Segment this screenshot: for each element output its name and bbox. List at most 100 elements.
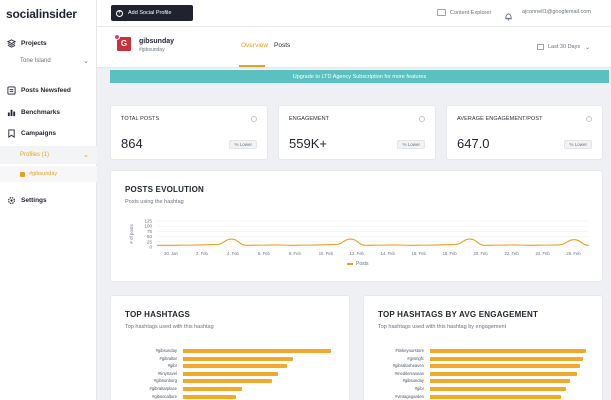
hashtag-label: #gibr — [414, 386, 424, 391]
y-tick-label: 75 — [147, 229, 153, 234]
info-icon[interactable] — [419, 116, 425, 122]
active-tab-indicator — [239, 65, 265, 67]
chevron-down-icon: ⌄ — [585, 44, 591, 51]
sidebar-item-projects[interactable]: Projects — [0, 34, 97, 52]
profile-color-icon — [20, 171, 25, 177]
y-tick-label: 0 — [149, 245, 152, 250]
hashtag-bar[interactable] — [183, 364, 287, 369]
hashtag-bar[interactable] — [183, 371, 278, 376]
stat-card-engagement: ENGAGEMENT 559K+ % Lower — [278, 105, 436, 160]
y-axis-label: # of posts — [129, 223, 134, 243]
sidebar-item-profiles[interactable]: Profiles (1) ⌄ — [0, 146, 97, 164]
hashtag-bar[interactable] — [183, 356, 293, 361]
profile-handle: #gibsunday — [139, 47, 165, 53]
banner-text: Upgrade to LTD Agency Subscription for m… — [292, 73, 427, 80]
hashtag-label: #gibsunday — [402, 378, 424, 384]
layers-icon — [6, 38, 16, 48]
content-explorer-link[interactable]: Content Explorer — [437, 9, 491, 16]
tab-overview[interactable]: Overview — [241, 42, 269, 49]
x-tick-label: 16. Feb — [412, 251, 427, 256]
chart-legend[interactable]: Posts — [347, 261, 369, 267]
profile-name: gibsunday — [139, 38, 175, 45]
sidebar-item-label: Campaigns — [21, 129, 57, 137]
date-range-label: Last 30 Days — [548, 44, 581, 50]
section-subtitle: Posts using the hashtag — [125, 199, 184, 205]
series-line-posts — [157, 238, 590, 246]
stat-title: ENGAGEMENT — [289, 116, 330, 122]
x-tick-label: 2. Feb — [196, 251, 209, 256]
sidebar-profile-item[interactable]: #gibsunday — [0, 166, 97, 182]
hashtag-label: #tinytravel — [157, 370, 177, 376]
x-tick-label: 4. Feb — [227, 251, 240, 256]
hashtag-bar[interactable] — [430, 379, 571, 384]
add-profile-label: Add Social Profile — [128, 10, 172, 16]
hashtag-bar[interactable] — [430, 371, 577, 376]
hashtag-bar[interactable] — [430, 349, 586, 353]
sidebar-item-label: Posts Newsfeed — [21, 86, 71, 94]
section-subtitle: Top hashtags used with this hashtag by e… — [378, 324, 507, 330]
hashtag-bar[interactable] — [183, 379, 272, 384]
stat-value: 864 — [121, 136, 143, 151]
upgrade-banner[interactable]: Upgrade to LTD Agency Subscription for m… — [110, 70, 609, 83]
sidebar-item-posts-newsfeed[interactable]: Posts Newsfeed — [0, 81, 97, 99]
x-tick-label: 26. Feb — [566, 251, 581, 256]
hashtag-bar[interactable] — [430, 356, 583, 361]
section-title: TOP HASHTAGS BY AVG ENGAGEMENT — [378, 310, 539, 319]
y-tick-label: 125 — [144, 219, 152, 224]
tab-posts[interactable]: Posts — [274, 42, 291, 49]
logo-text: socialinsider — [6, 7, 77, 21]
sidebar-item-benchmarks[interactable]: Benchmarks — [0, 103, 97, 121]
info-icon[interactable] — [586, 116, 592, 122]
x-tick-label: 6. Feb — [258, 251, 271, 256]
profile-tag-label: #gibsunday — [29, 171, 58, 177]
hashtag-label: #gvsngfc — [407, 355, 424, 361]
info-icon[interactable] — [251, 116, 257, 122]
add-social-profile-button[interactable]: + Add Social Profile — [111, 5, 193, 21]
x-tick-label: 10. Feb — [319, 251, 334, 256]
app-logo[interactable]: socialinsider — [6, 7, 77, 21]
date-range-selector[interactable]: Last 30 Days ⌄ — [537, 41, 590, 53]
hashtag-bar[interactable] — [430, 387, 566, 391]
x-tick-label: 30. Jan — [164, 251, 178, 256]
hashtag-label: #gibraltarheaven — [392, 363, 424, 369]
hashtag-bar[interactable] — [430, 394, 562, 399]
hashtag-bar[interactable] — [183, 349, 331, 353]
stat-title: AVERAGE ENGAGEMENT/POST — [457, 116, 543, 122]
y-tick-label: 25 — [147, 239, 153, 244]
profile-header: G gibsunday #gibsunday Overview Posts La… — [97, 27, 611, 68]
sidebar-item-campaigns[interactable]: Campaigns — [0, 124, 97, 142]
plus-icon: + — [116, 9, 123, 17]
y-tick-label: 100 — [144, 224, 152, 229]
comparison-badge: % Lower — [229, 140, 257, 149]
comparison-badge: % Lower — [564, 140, 592, 149]
hashtag-label: #gibsonburg — [153, 378, 177, 384]
x-tick-label: 20. Feb — [474, 251, 489, 256]
hashtag-label: #gibraltarplace — [149, 386, 177, 391]
hashtag-label: #gibsunday — [155, 348, 177, 353]
hashtag-bar[interactable] — [430, 364, 580, 369]
legend-label: Posts — [356, 261, 369, 267]
x-tick-label: 12. Feb — [350, 251, 365, 256]
avatar: G — [114, 34, 131, 51]
hashtag-bar[interactable] — [183, 387, 243, 391]
user-email[interactable]: ajconnell1@googlemail.com — [522, 9, 591, 15]
hashtag-label: #gibraltar — [159, 355, 177, 361]
calendar-icon — [537, 44, 544, 50]
hashtag-bar[interactable] — [183, 394, 237, 399]
project-selector[interactable]: Tone Island ⌄ — [0, 52, 97, 70]
bookmark-icon — [6, 128, 16, 138]
bell-icon[interactable] — [504, 8, 513, 21]
gear-icon — [6, 195, 16, 205]
stat-value: 559K+ — [289, 136, 327, 151]
hashtag-label: #gibsocalture — [152, 393, 177, 399]
stat-value: 647.0 — [457, 136, 490, 151]
x-tick-label: 8. Feb — [289, 251, 302, 256]
section-title: POSTS EVOLUTION — [125, 185, 205, 194]
stat-card-total-posts: TOTAL POSTS 864 % Lower — [110, 105, 268, 160]
sidebar-item-settings[interactable]: Settings — [0, 191, 97, 209]
top-hashtags-card: TOP HASHTAGS Top hashtags used with this… — [110, 295, 350, 400]
profiles-label: Profiles (1) — [20, 152, 50, 158]
top-bar: + Add Social Profile Content Explorer aj… — [97, 0, 611, 27]
chevron-down-icon: ⌄ — [83, 152, 89, 159]
x-tick-label: 24. Feb — [535, 251, 550, 256]
